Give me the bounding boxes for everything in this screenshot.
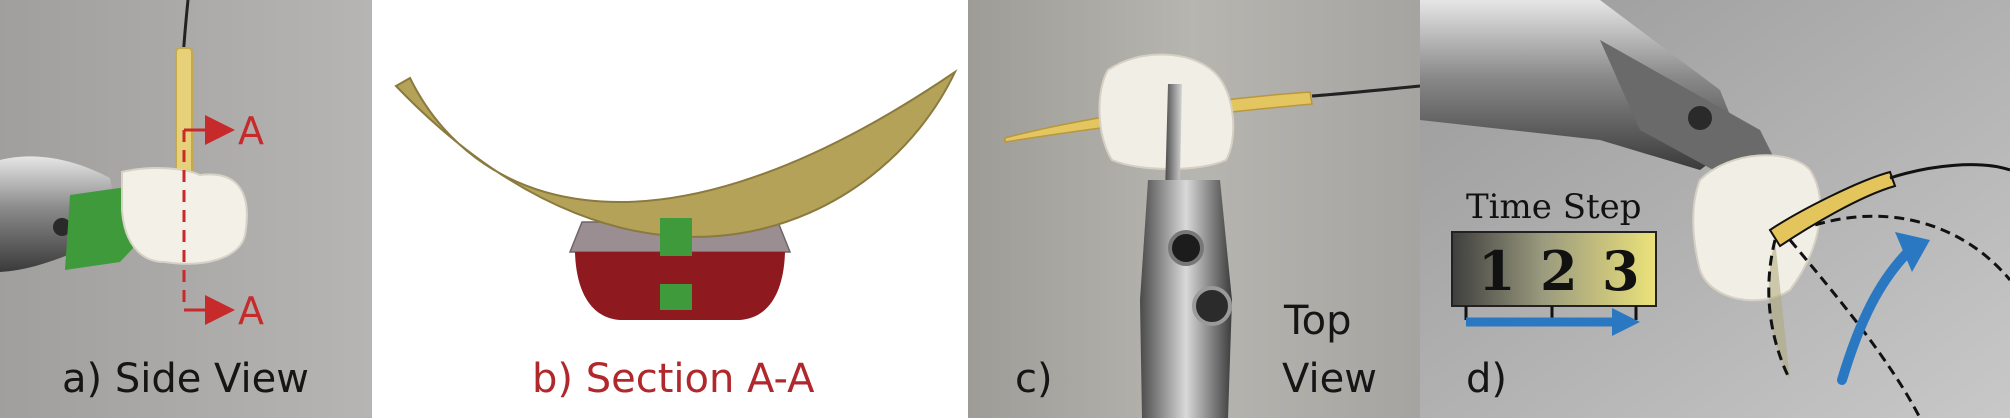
tissue-block [1098, 53, 1235, 170]
motion-arrow [1837, 245, 1915, 385]
panel-d-caption: d) [1466, 356, 1507, 402]
section-marker-bottom: A [238, 289, 264, 333]
panel-c-caption: c) [1015, 356, 1053, 402]
time-step-title: Time Step [1466, 187, 1642, 227]
suture-thread [1311, 84, 1421, 98]
tissue-block [1692, 154, 1822, 302]
pivot-screw [1192, 286, 1232, 326]
time-step-1: 1 [1478, 239, 1516, 303]
motion-arrow-head [1895, 232, 1930, 272]
panel-d: Time Step 1 2 3 d) [1420, 0, 2010, 418]
time-step-2: 2 [1540, 239, 1578, 303]
suture-thread [1889, 163, 2010, 180]
view-label-top: Top [1283, 298, 1352, 344]
spring-coil [1168, 230, 1204, 266]
pivot-screw [53, 218, 71, 236]
panel-b: b) Section A-A [372, 0, 968, 418]
panel-a-caption: a) Side View [62, 356, 309, 402]
tissue-section-top [660, 218, 692, 256]
needle-step-1 [1767, 239, 1792, 381]
time-step-bar [1451, 231, 1657, 307]
needle-step-3 [1799, 214, 2010, 281]
needle-section [394, 69, 958, 238]
panel-b-caption: b) Section A-A [532, 356, 815, 402]
instrument-shaft [1140, 180, 1232, 418]
tissue-section-bottom [660, 284, 692, 310]
panel-c: c) Top View [968, 0, 1421, 418]
pivot-screw [1688, 106, 1712, 130]
view-label-bottom: View [1282, 356, 1377, 402]
needle [1768, 170, 1897, 248]
time-step-3: 3 [1602, 239, 1640, 303]
section-marker-top: A [238, 109, 264, 153]
panel-a: A A a) Side View [0, 0, 372, 418]
timeline-arrow-head [1612, 308, 1640, 336]
